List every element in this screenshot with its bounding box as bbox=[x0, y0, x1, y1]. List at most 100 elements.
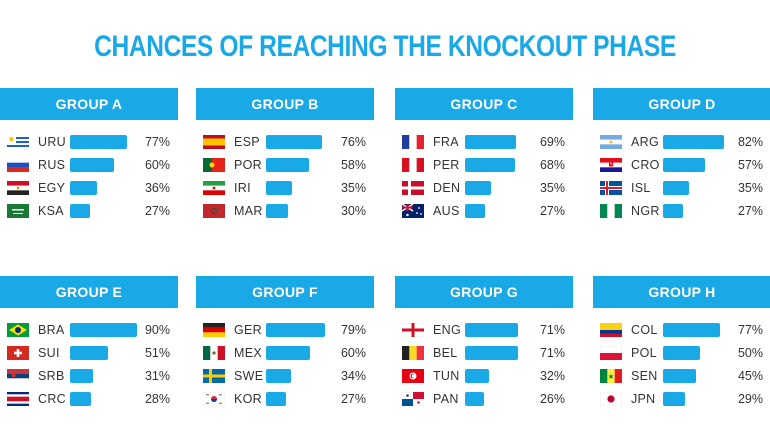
probability-label: 68% bbox=[539, 158, 565, 172]
probability-label: 36% bbox=[144, 181, 170, 195]
probability-bar bbox=[663, 181, 689, 195]
panama-flag-icon bbox=[402, 392, 424, 406]
team-code: CRC bbox=[38, 392, 66, 406]
team-row: TUN 32% bbox=[395, 365, 573, 388]
argentina-flag-icon bbox=[600, 135, 622, 149]
team-row: SWE 34% bbox=[196, 365, 374, 388]
team-code: ARG bbox=[631, 135, 659, 149]
team-code: SRB bbox=[38, 369, 65, 383]
team-row: PAN 26% bbox=[395, 388, 573, 411]
probability-label: 27% bbox=[737, 204, 763, 218]
tunisia-flag-icon bbox=[402, 369, 424, 383]
probability-label: 76% bbox=[340, 135, 366, 149]
team-row: MAR 30% bbox=[196, 200, 374, 223]
team-code: PER bbox=[433, 158, 460, 172]
probability-bar bbox=[663, 369, 697, 383]
group-header: GROUP F bbox=[196, 276, 374, 308]
probability-bar bbox=[70, 158, 115, 172]
group-header: GROUP D bbox=[593, 88, 770, 120]
probability-bar bbox=[663, 204, 683, 218]
morocco-flag-icon bbox=[203, 204, 225, 218]
probability-label: 35% bbox=[539, 181, 565, 195]
team-row: KOR 27% bbox=[196, 388, 374, 411]
serbia-flag-icon bbox=[7, 369, 29, 383]
team-row: FRA 69% bbox=[395, 131, 573, 154]
team-row: DEN 35% bbox=[395, 177, 573, 200]
croatia-flag-icon bbox=[600, 158, 622, 172]
japan-flag-icon bbox=[600, 392, 622, 406]
south-korea-flag-icon bbox=[203, 392, 225, 406]
team-row: ESP 76% bbox=[196, 131, 374, 154]
team-row: URU 77% bbox=[0, 131, 178, 154]
probability-bar bbox=[266, 158, 309, 172]
group-panel: GROUP F GER 79% MEX 60% SWE 34% KOR 27% bbox=[196, 276, 374, 411]
probability-label: 71% bbox=[539, 346, 565, 360]
team-code: TUN bbox=[433, 369, 460, 383]
switzerland-flag-icon bbox=[7, 346, 29, 360]
team-code: KOR bbox=[234, 392, 262, 406]
team-code: PAN bbox=[433, 392, 459, 406]
team-code: POL bbox=[631, 346, 657, 360]
group-panel: GROUP C FRA 69% PER 68% DEN 35% AUS 27% bbox=[395, 88, 573, 223]
team-row: POR 58% bbox=[196, 154, 374, 177]
probability-bar bbox=[663, 158, 706, 172]
probability-bar bbox=[266, 369, 292, 383]
group-header: GROUP G bbox=[395, 276, 573, 308]
team-code: JPN bbox=[631, 392, 656, 406]
team-row: SEN 45% bbox=[593, 365, 770, 388]
probability-label: 82% bbox=[737, 135, 763, 149]
probability-label: 35% bbox=[340, 181, 366, 195]
probability-bar bbox=[70, 346, 108, 360]
group-header: GROUP E bbox=[0, 276, 178, 308]
probability-label: 79% bbox=[340, 323, 366, 337]
probability-bar bbox=[465, 158, 516, 172]
team-code: EGY bbox=[38, 181, 66, 195]
group-panel: GROUP B ESP 76% POR 58% IRI 35% MAR 30% bbox=[196, 88, 374, 223]
probability-label: 69% bbox=[539, 135, 565, 149]
probability-bar bbox=[70, 204, 90, 218]
team-row: KSA 27% bbox=[0, 200, 178, 223]
probability-bar bbox=[70, 181, 97, 195]
team-code: BEL bbox=[433, 346, 458, 360]
team-row: NGR 27% bbox=[593, 200, 770, 223]
saudi-arabia-flag-icon bbox=[7, 204, 29, 218]
mexico-flag-icon bbox=[203, 346, 225, 360]
team-code: DEN bbox=[433, 181, 461, 195]
probability-label: 35% bbox=[737, 181, 763, 195]
sweden-flag-icon bbox=[203, 369, 225, 383]
team-code: KSA bbox=[38, 204, 64, 218]
probability-bar bbox=[465, 181, 491, 195]
team-code: GER bbox=[234, 323, 262, 337]
team-row: JPN 29% bbox=[593, 388, 770, 411]
russia-flag-icon bbox=[7, 158, 29, 172]
colombia-flag-icon bbox=[600, 323, 622, 337]
team-row: POL 50% bbox=[593, 342, 770, 365]
england-flag-icon bbox=[402, 323, 424, 337]
denmark-flag-icon bbox=[402, 181, 424, 195]
probability-label: 51% bbox=[144, 346, 170, 360]
probability-label: 29% bbox=[737, 392, 763, 406]
team-code: SWE bbox=[234, 369, 264, 383]
team-code: MEX bbox=[234, 346, 262, 360]
probability-label: 32% bbox=[539, 369, 565, 383]
australia-flag-icon bbox=[402, 204, 424, 218]
probability-bar bbox=[70, 392, 91, 406]
probability-bar bbox=[663, 323, 720, 337]
probability-label: 27% bbox=[144, 204, 170, 218]
probability-label: 50% bbox=[737, 346, 763, 360]
team-code: URU bbox=[38, 135, 66, 149]
probability-label: 57% bbox=[737, 158, 763, 172]
probability-label: 30% bbox=[340, 204, 366, 218]
team-row: ARG 82% bbox=[593, 131, 770, 154]
egypt-flag-icon bbox=[7, 181, 29, 195]
probability-label: 26% bbox=[539, 392, 565, 406]
team-row: RUS 60% bbox=[0, 154, 178, 177]
team-row: ENG 71% bbox=[395, 319, 573, 342]
brazil-flag-icon bbox=[7, 323, 29, 337]
team-row: IRI 35% bbox=[196, 177, 374, 200]
team-row: PER 68% bbox=[395, 154, 573, 177]
group-header: GROUP C bbox=[395, 88, 573, 120]
team-code: ISL bbox=[631, 181, 651, 195]
costa-rica-flag-icon bbox=[7, 392, 29, 406]
iceland-flag-icon bbox=[600, 181, 622, 195]
